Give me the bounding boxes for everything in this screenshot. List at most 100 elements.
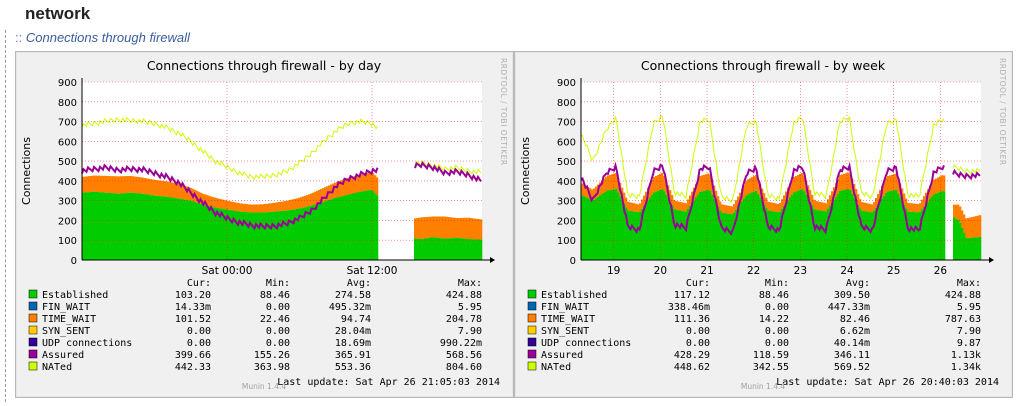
chart1-established-bar <box>815 209 818 260</box>
chart1-established-bar <box>783 205 786 260</box>
chart0-time-wait-bar <box>132 176 135 193</box>
chart0-time-wait-bar <box>126 176 129 194</box>
chart1-established-bar <box>679 210 682 260</box>
chart1-line-assured <box>580 161 981 236</box>
chart0-time-wait-bar <box>324 187 327 202</box>
chart1-time-wait-bar <box>909 203 912 212</box>
chart0-ytick-label: 500 <box>58 157 77 168</box>
chart0-time-wait-bar <box>214 197 217 208</box>
chart1-legend-value: 82.46 <box>840 314 870 325</box>
chart0-established-bar <box>96 192 99 260</box>
chart0-time-wait-bar <box>230 201 233 211</box>
chart0-legend-swatch-syn-sent <box>28 325 38 335</box>
chart0-time-wait-bar <box>228 201 231 210</box>
chart0-established-bar <box>178 198 181 260</box>
chart0-established-bar <box>332 198 335 260</box>
chart0-established-bar <box>320 202 323 260</box>
chart1-established-bar <box>639 211 642 260</box>
chart1-time-wait-bar <box>727 205 730 214</box>
chart-by-day: Connections through firewall - by day Con… <box>20 58 508 391</box>
chart1-legend-value: 424.88 <box>945 290 981 301</box>
graph-by-day[interactable]: Connections through firewall - by day Con… <box>15 51 514 398</box>
chart0-established-bar <box>262 212 265 260</box>
chart1-established-bar <box>699 191 702 260</box>
chart1-time-wait-bar <box>657 174 660 191</box>
chart0-established-bar <box>210 206 213 260</box>
chart1-time-wait-bar <box>837 179 840 194</box>
chart1-established-bar <box>717 206 720 260</box>
chart0-time-wait-bar <box>186 186 189 201</box>
chart1-time-wait-bar <box>737 196 740 208</box>
chart1-established-bar <box>833 199 836 260</box>
graph-by-week[interactable]: Connections through firewall - by week Co… <box>514 51 1013 398</box>
chart1-established-bar <box>757 194 760 260</box>
chart0-legend-value: 204.78 <box>446 314 482 325</box>
chart0-established-bar <box>442 238 445 260</box>
chart1-established-bar <box>839 190 842 260</box>
chart0-time-wait-bar <box>424 217 427 239</box>
chart0-established-bar <box>170 197 173 260</box>
chart0-time-wait-bar <box>270 203 273 212</box>
chart1-established-bar <box>883 195 886 260</box>
chart1-time-wait-bar <box>863 202 866 212</box>
chart0-established-bar <box>346 194 349 260</box>
chart0-legend-value: 0.00 <box>266 326 290 337</box>
chart1-time-wait-bar <box>793 177 796 193</box>
chart1-established-bar <box>719 210 722 260</box>
chart1-time-wait-bar <box>839 175 842 191</box>
chart1-time-wait-bar <box>887 175 890 192</box>
chart0-established-bar <box>134 193 137 260</box>
chart0-established-bar <box>360 191 363 260</box>
chart1-established-bar <box>753 191 756 260</box>
chart1-established-bar <box>677 210 680 260</box>
chart1-established-bar <box>683 211 686 260</box>
chart1-legend-value: 5.95 <box>957 302 981 313</box>
chart1-established-bar <box>697 194 700 260</box>
chart1-established-bar <box>737 207 740 260</box>
chart0-time-wait-bar <box>300 197 303 209</box>
chart1-established-bar <box>809 201 812 260</box>
chart1-time-wait-bar <box>653 176 656 193</box>
chart1-established-bar <box>635 211 638 260</box>
chart0-time-wait-bar <box>242 203 245 212</box>
chart1-established-bar <box>581 195 584 260</box>
chart0-established-bar <box>428 237 431 260</box>
chart1-time-wait-bar <box>895 173 898 190</box>
chart1-time-wait-bar <box>859 199 862 209</box>
chart0-time-wait-bar <box>176 183 179 199</box>
chart1-time-wait-bar <box>593 188 596 200</box>
chart0-established-bar <box>274 211 277 260</box>
chart1-time-wait-bar <box>897 178 900 194</box>
chart1-established-bar <box>747 194 750 260</box>
chart0-established-bar <box>174 198 177 260</box>
chart1-established-bar <box>859 208 862 260</box>
chart1-established-bar <box>905 208 908 260</box>
chart1-time-wait-bar <box>629 202 632 211</box>
chart0-established-bar <box>306 206 309 260</box>
chart1-established-bar <box>795 191 798 260</box>
chart1-time-wait-bar <box>673 199 676 209</box>
chart1-established-bar <box>743 198 746 260</box>
graph-subtitle-link[interactable]: :: Connections through firewall <box>15 30 190 45</box>
chart1-series-established <box>581 188 982 260</box>
chart1-established-bar <box>687 208 690 260</box>
chart0-footer: Munin 1.4.4 <box>242 382 287 391</box>
chart1-legend-value: 0.00 <box>686 326 710 337</box>
chart0-legend-value: 22.46 <box>260 314 290 325</box>
chart1-time-wait-bar <box>929 185 932 200</box>
chart0-time-wait-bar <box>360 174 363 192</box>
chart1-time-wait-bar <box>843 173 846 190</box>
chart1-time-wait-bar <box>745 181 748 196</box>
chart1-established-bar <box>739 204 742 260</box>
chart1-time-wait-bar <box>907 202 910 212</box>
chart1-established-bar <box>977 237 980 260</box>
chart1-established-bar <box>589 199 592 260</box>
chart1-established-bar <box>915 212 918 260</box>
chart0-side-text: RRDTOOL / TOBI OETIKER <box>499 58 508 166</box>
chart1-legend-value: 1.34k <box>951 362 981 373</box>
chart1-time-wait-bar <box>943 175 946 192</box>
chart0-legend-label-nated: NATed <box>42 362 72 373</box>
chart0-established-bar <box>218 208 221 260</box>
chart1-established-bar <box>597 196 600 260</box>
chart0-legend-value: 424.88 <box>446 290 482 301</box>
